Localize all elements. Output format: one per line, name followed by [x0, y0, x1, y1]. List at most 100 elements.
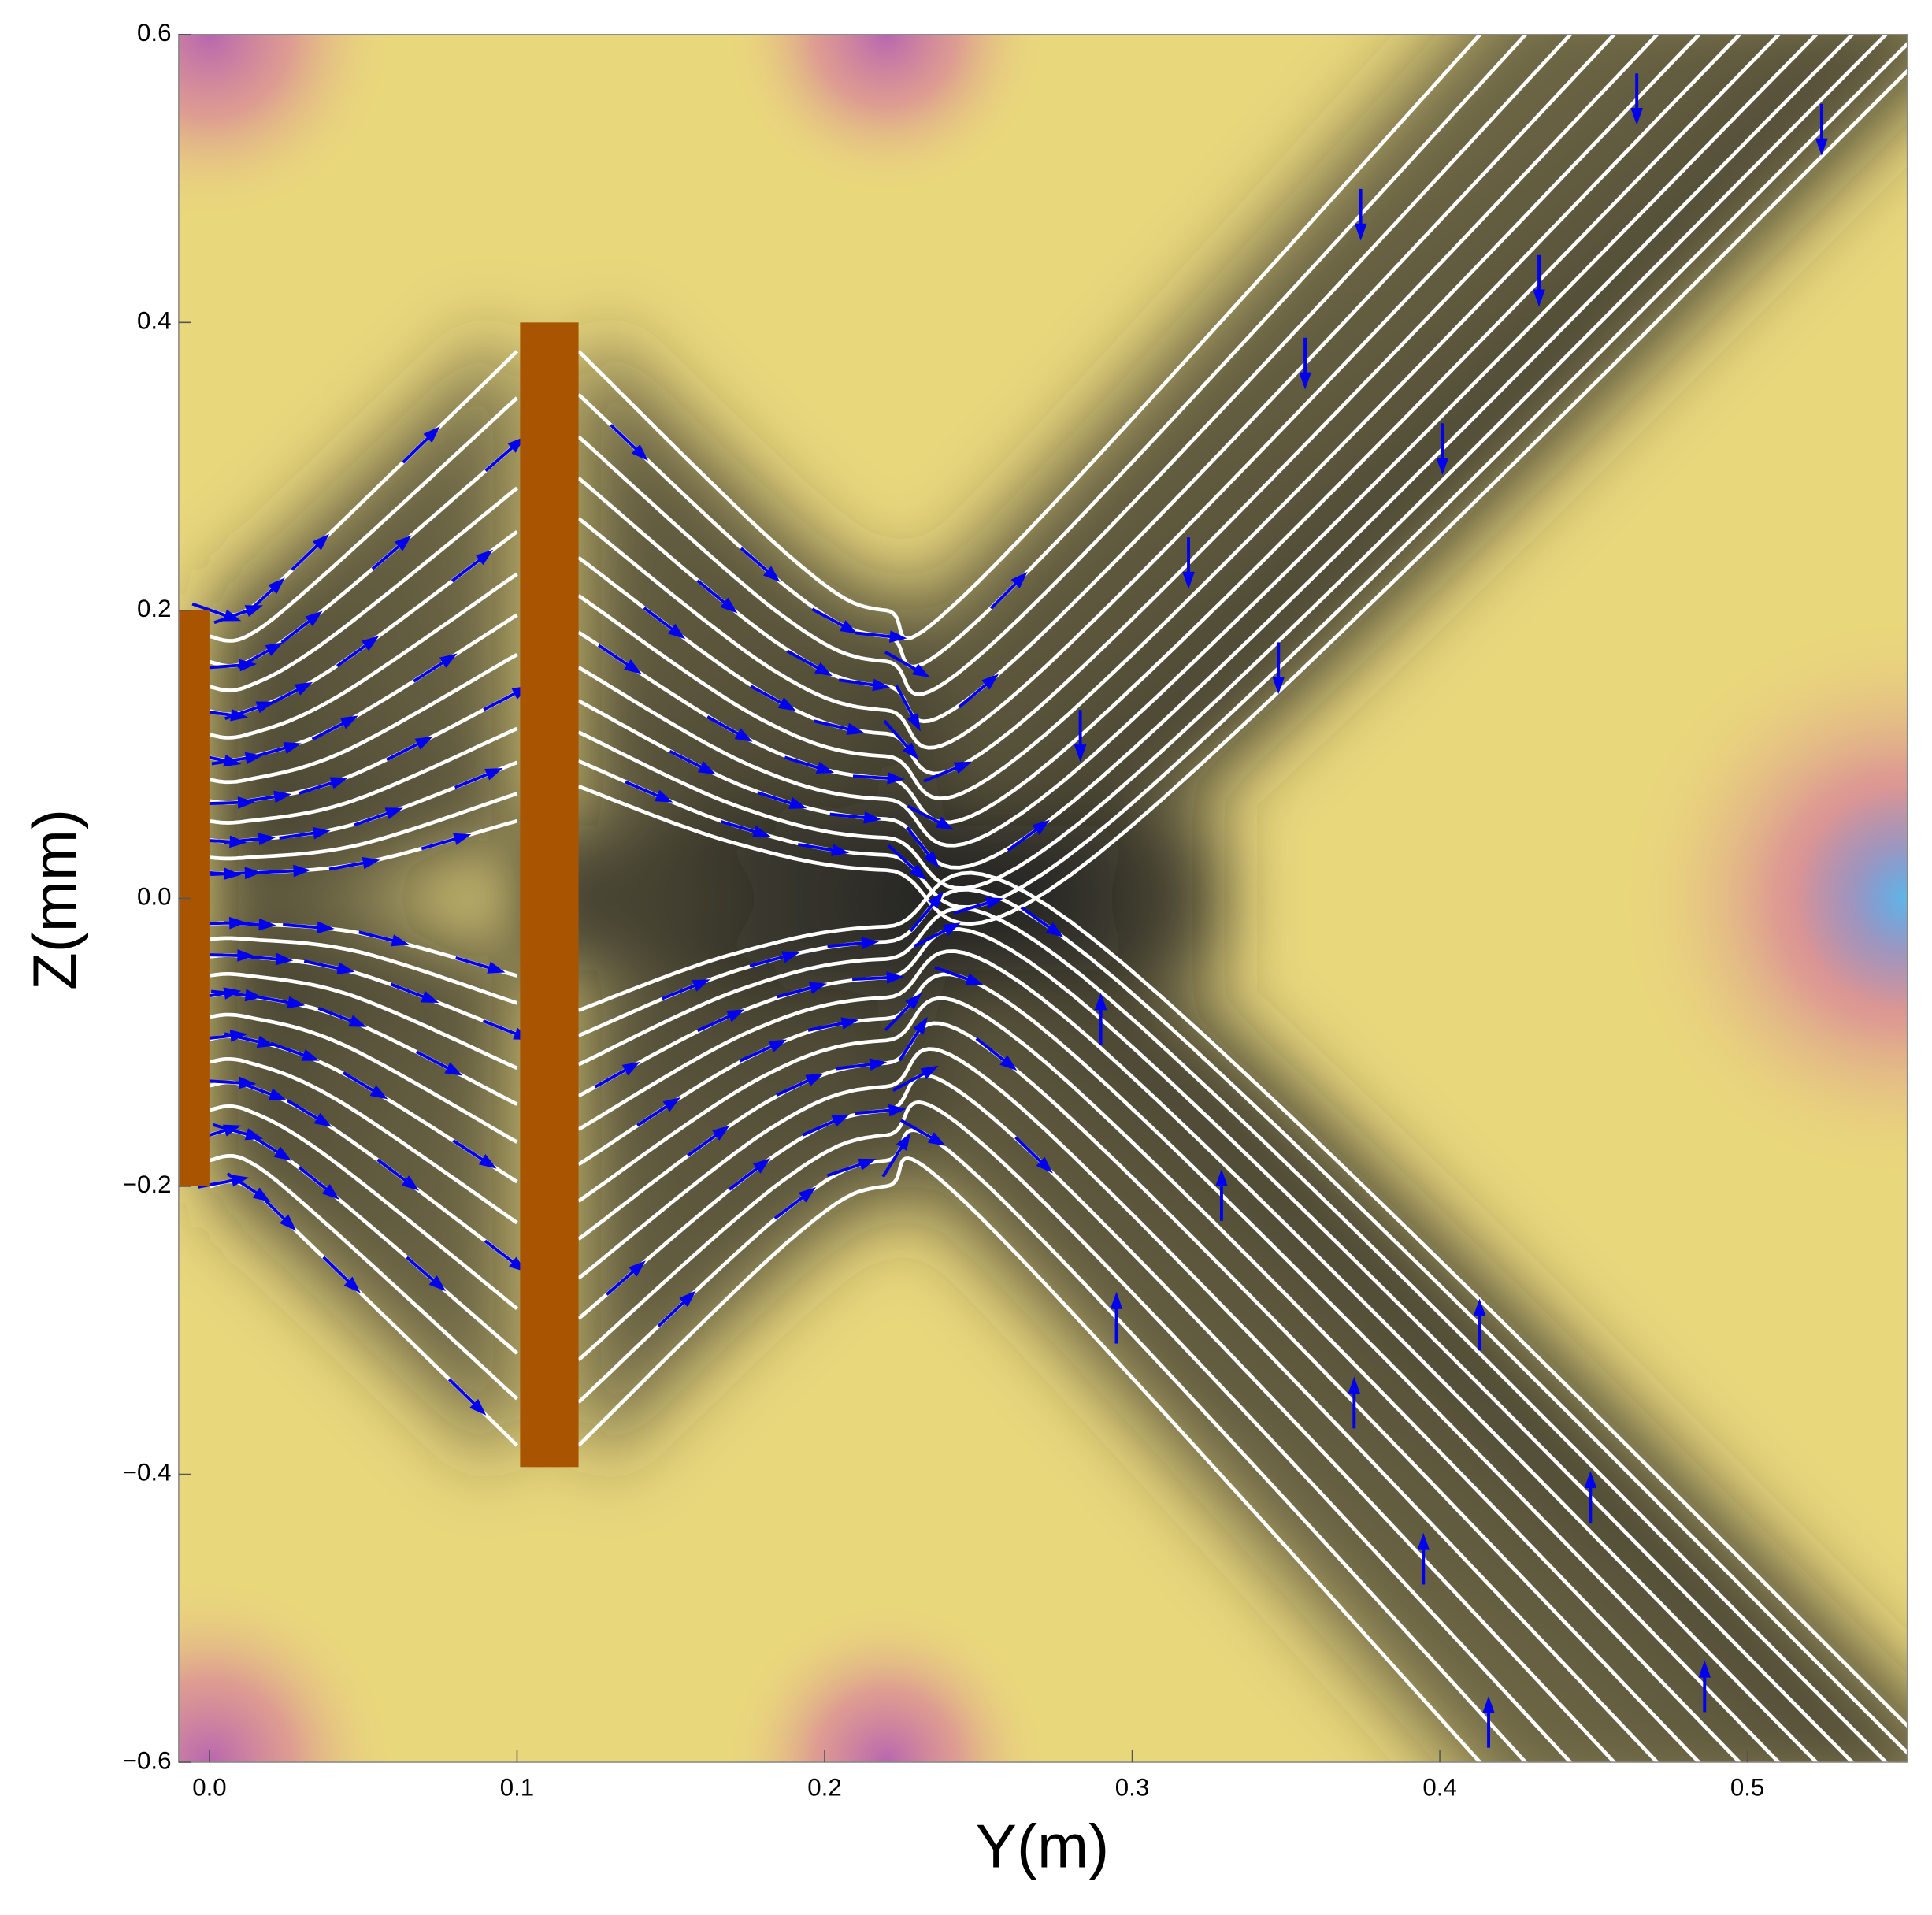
- streamline: [577, 34, 1702, 776]
- streamline: [577, 34, 1742, 800]
- streamline: [577, 996, 1742, 1763]
- arrow-head: [273, 1146, 292, 1161]
- streamline: [209, 396, 519, 643]
- arrow-head: [667, 623, 686, 640]
- arrow-head: [752, 826, 771, 838]
- y-tick-label: 0.4: [137, 307, 171, 335]
- field-shade-core: [517, 826, 1225, 970]
- arrow-head: [1010, 571, 1028, 588]
- arrow-head: [662, 1097, 681, 1112]
- arrow-head: [927, 1132, 946, 1146]
- streamline: [577, 870, 1908, 1728]
- arrow-head: [768, 1039, 788, 1052]
- arrow-head: [798, 1186, 817, 1203]
- arrow-head: [321, 1184, 339, 1200]
- arrow-head: [238, 1076, 257, 1089]
- arrow-head: [781, 951, 800, 963]
- field-hotspot: [725, 34, 1047, 195]
- y-tick-label: 0.0: [137, 883, 171, 911]
- arrow-head: [305, 610, 323, 627]
- arrow-head: [923, 850, 940, 868]
- arrow-head: [888, 1104, 907, 1117]
- arrow-head: [896, 1133, 911, 1151]
- field-hotspot: [725, 1601, 1047, 1763]
- arrow-head: [621, 1062, 640, 1076]
- arrow-head: [1417, 1532, 1430, 1550]
- y-tick-label: −0.4: [123, 1459, 172, 1486]
- arrow-head: [487, 961, 506, 974]
- arrow-head: [886, 971, 904, 984]
- arrow-head: [362, 856, 380, 870]
- streamline: [209, 1057, 518, 1225]
- arrow-head: [295, 681, 313, 696]
- arrow-head: [453, 833, 472, 845]
- arrow-head: [928, 891, 944, 909]
- arrow-head: [469, 1398, 487, 1416]
- arrow-head: [1094, 993, 1107, 1011]
- streamline: [577, 1128, 1529, 1763]
- arrow-head: [275, 952, 294, 966]
- arrow-head: [631, 444, 649, 461]
- arrow-head: [1482, 1695, 1495, 1713]
- arrow-head: [384, 807, 403, 820]
- arrow-head: [624, 659, 642, 674]
- streamline: [577, 68, 1908, 926]
- arrow-head: [339, 715, 358, 729]
- arrow-head: [1215, 1169, 1228, 1186]
- arrow-head: [428, 1275, 447, 1292]
- streamline: [577, 34, 1483, 640]
- field-hotspot: [178, 34, 395, 220]
- arrow-head: [439, 653, 458, 668]
- arrow-head: [268, 1088, 287, 1100]
- arrow-head: [348, 1015, 367, 1027]
- arrow-head: [484, 767, 503, 781]
- streamline: [209, 792, 518, 861]
- arrow-head: [1533, 289, 1545, 307]
- arrows: [189, 73, 1828, 1748]
- arrow-head: [999, 1055, 1018, 1071]
- y-tick-label: −0.2: [123, 1171, 172, 1198]
- electrode: [520, 322, 579, 1468]
- arrow-head: [1032, 819, 1050, 836]
- arrow-head: [444, 1062, 463, 1076]
- arrow-head: [273, 790, 292, 803]
- arrow-head: [1698, 1660, 1711, 1678]
- arrow-head: [831, 1114, 850, 1127]
- arrow-head: [1110, 1291, 1123, 1309]
- y-tick-label: 0.6: [137, 19, 171, 46]
- arrow-head: [936, 816, 955, 830]
- arrow-head: [942, 922, 961, 937]
- arrow-head: [805, 1073, 824, 1086]
- streamline: [577, 1047, 1660, 1763]
- arrow-head: [283, 741, 302, 755]
- arrow-head: [777, 697, 796, 711]
- arrow-head: [712, 1125, 730, 1141]
- arrow-head: [244, 605, 263, 618]
- arrow-head: [256, 1035, 276, 1048]
- arrow-head: [268, 577, 285, 595]
- arrow-head: [401, 1175, 420, 1191]
- arrow-head: [920, 1065, 939, 1080]
- arrow-head: [734, 728, 753, 742]
- arrow-head: [985, 897, 1003, 910]
- arrow-head: [753, 1158, 771, 1174]
- y-axis-label: Z(mm): [20, 809, 89, 990]
- streamline: [577, 1156, 1483, 1763]
- arrow-head: [720, 597, 738, 614]
- arrow-head: [239, 659, 258, 672]
- streamline: [577, 34, 1889, 890]
- arrow-head: [912, 663, 930, 678]
- arrow-head: [815, 761, 835, 774]
- arrow-head: [887, 772, 905, 785]
- arrow-head: [369, 1085, 388, 1100]
- y-tick-label: 0.2: [137, 595, 171, 622]
- arrow-head: [788, 797, 807, 809]
- arrow-head: [423, 426, 440, 443]
- arrow-head: [655, 789, 673, 803]
- x-tick-label: 0.5: [1730, 1774, 1764, 1802]
- streamline: [209, 936, 518, 1005]
- arrow-head: [840, 620, 858, 634]
- arrow-head: [1272, 677, 1285, 695]
- streamline: [209, 1154, 519, 1401]
